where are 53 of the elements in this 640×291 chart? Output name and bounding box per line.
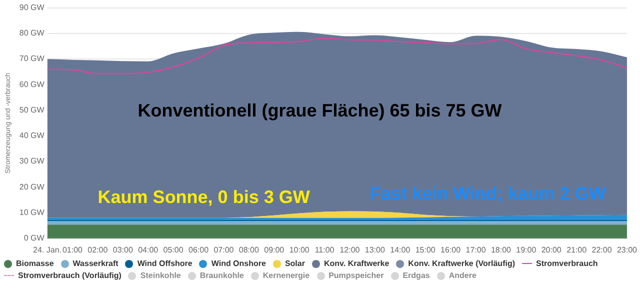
legend-label: Konv. Kraftwerke [324,259,390,268]
x-tick-label: 02:00 [88,245,108,254]
x-tick-label: 20:00 [541,245,562,254]
x-tick-label: 23:00 [616,245,638,254]
x-tick-label: 12:00 [340,245,360,254]
legend-label: Wind Offshore [137,259,192,268]
y-tick-label: 0 GW [24,234,45,243]
x-tick-label: 13:00 [364,245,386,254]
legend-label: Wasserkraft [72,259,118,268]
legend-label: Erdgas [402,271,430,280]
x-tick-label: 18:00 [490,245,512,254]
legend-label: Wind Onshore [211,259,266,268]
line-series [46,38,628,74]
x-tick-label: 21:00 [566,245,588,254]
x-tick-label: 07:00 [214,245,234,254]
x-tick-label: 24. Jan. [33,245,62,254]
legend-label: Steinkohle [140,271,181,280]
x-tick-label: 16:00 [440,245,462,254]
x-tick-label: 03:00 [112,245,134,254]
x-tick-label: 06:00 [188,245,210,254]
legend-label: Pumpspeicher [328,271,384,280]
y-tick-label: 10 GW [19,208,45,217]
x-tick-label: 09:00 [264,245,285,254]
x-tick-label: 17:00 [466,245,486,254]
x-tick-label: 05:00 [163,245,184,254]
y-tick-label: 90 GW [19,3,45,12]
y-tick-label: 40 GW [19,131,45,140]
annotation: Fast kein Wind; kaum 2 GW [370,184,606,204]
x-tick-label: 15:00 [415,245,436,254]
legend-label: Stromverbrauch [536,259,598,268]
x-tick-label: 01:00 [62,245,84,254]
legend-label: Solar [284,259,305,268]
y-tick-label: 20 GW [19,182,45,192]
x-tick-label: 19:00 [516,245,537,254]
x-tick-label: 11:00 [314,245,335,254]
legend-label: Braunkohle [200,271,244,280]
legend-label: Konv. Kraftwerke (Vorläufig) [408,259,515,268]
y-tick-label: 70 GW [19,54,45,64]
x-tick-label: 10:00 [289,245,310,254]
legend-label: Kernenergie [262,271,310,280]
x-tick-label: 04:00 [138,245,159,254]
legend-label: Andere [448,271,476,280]
legend-label: Biomasse [16,259,54,268]
x-tick-label: 08:00 [238,245,260,254]
legend-label: Stromverbrauch (Vorläufig) [18,271,122,280]
y-tick-label: 80 GW [19,28,45,38]
y-tick-label: 30 GW [19,156,45,166]
annotation: Konventionell (graue Fläche) 65 bis 75 GW [138,100,502,121]
x-tick-label: 14:00 [390,245,411,254]
annotation: Kaum Sonne, 0 bis 3 GW [98,187,310,208]
y-tick-label: 50 GW [19,105,45,114]
y-tick-label: 60 GW [19,80,45,89]
x-tick-label: 22:00 [592,245,612,254]
